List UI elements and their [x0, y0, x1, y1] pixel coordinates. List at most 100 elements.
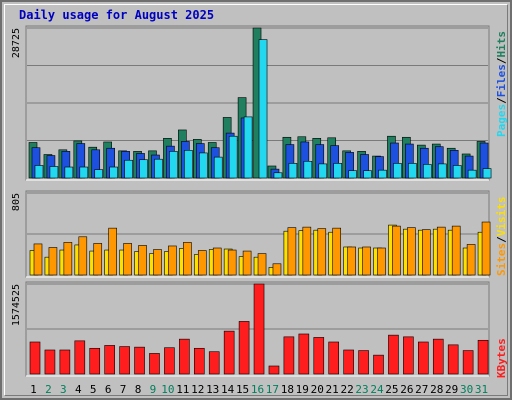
- top-bar-pages-1: [34, 165, 44, 179]
- middle-bar-sites-1: [33, 243, 43, 276]
- top-bar-pages-16: [258, 39, 268, 179]
- bottom-max-label: 1574525: [11, 284, 22, 326]
- middle-bar-sites-28: [436, 226, 446, 276]
- top-bar-pages-12: [198, 152, 208, 179]
- bottom-bar-kbytes-26: [403, 336, 414, 375]
- right-label-top: Pages/Files/Hits: [495, 31, 508, 137]
- x-tick-label-7: 7: [120, 383, 127, 396]
- bottom-bar-kbytes-3: [59, 349, 71, 375]
- x-tick-label-18: 18: [281, 383, 294, 396]
- top-bar-pages-4: [79, 166, 89, 179]
- middle-bar-sites-2: [48, 247, 58, 276]
- middle-bar-sites-18: [287, 227, 297, 276]
- bottom-bar-kbytes-30: [462, 350, 474, 375]
- middle-bar-sites-31: [481, 221, 491, 276]
- right-label-top-part-4: Hits: [495, 31, 508, 58]
- right-label-top-part-0: Pages: [495, 104, 508, 137]
- bottom-bar-kbytes-20: [313, 337, 325, 375]
- top-bar-pages-25: [393, 163, 402, 179]
- bottom-bar-kbytes-23: [358, 350, 369, 375]
- top-bar-pages-8: [139, 159, 148, 179]
- middle-bar-sites-15: [242, 250, 252, 276]
- top-bar-pages-5: [94, 169, 104, 179]
- middle-bar-sites-9: [153, 249, 162, 276]
- right-label-top-part-3: /: [495, 57, 508, 64]
- top-bar-pages-29: [452, 165, 462, 179]
- bottom-bar-kbytes-6: [104, 345, 115, 375]
- top-bar-pages-28: [437, 163, 447, 179]
- middle-bar-sites-8: [138, 245, 147, 276]
- bottom-bar-kbytes-10: [164, 347, 175, 375]
- x-tick-label-31: 31: [475, 383, 488, 396]
- bottom-bar-kbytes-29: [447, 344, 459, 375]
- top-bar-pages-2: [49, 166, 59, 179]
- x-tick-label-26: 26: [400, 383, 413, 396]
- x-tick-label-24: 24: [370, 383, 384, 396]
- top-max-label: 28725: [11, 28, 22, 58]
- middle-bar-sites-29: [451, 225, 461, 276]
- bottom-panel: 1574525: [11, 281, 490, 377]
- bottom-bar-kbytes-13: [208, 351, 220, 375]
- x-axis-labels: 1 2 3 4 5 6 7 8 9 10 11 12 13 14 15 16 17 18 19 20 21 22 23 24 2…: [30, 383, 488, 396]
- middle-bar-sites-19: [302, 226, 312, 276]
- x-tick-label-14: 14: [221, 383, 235, 396]
- bottom-bar-kbytes-4: [74, 340, 86, 375]
- bottom-bar-kbytes-28: [432, 338, 444, 375]
- right-label-middle-part-0: Sites: [495, 243, 508, 276]
- bottom-bar-kbytes-2: [44, 349, 56, 375]
- top-bar-pages-6: [109, 166, 118, 179]
- bottom-bar-kbytes-25: [388, 334, 399, 375]
- x-tick-label-1: 1: [30, 383, 37, 396]
- bottom-bar-kbytes-15: [238, 321, 250, 375]
- top-bar-pages-17: [273, 172, 283, 179]
- bottom-bar-kbytes-24: [373, 354, 384, 375]
- bottom-bar-kbytes-18: [283, 336, 295, 375]
- top-bar-pages-31: [482, 168, 492, 179]
- middle-bar-sites-3: [63, 242, 73, 276]
- x-tick-label-20: 20: [311, 383, 324, 396]
- middle-bar-sites-17: [272, 263, 282, 276]
- x-tick-label-29: 29: [445, 383, 458, 396]
- bottom-bar-kbytes-12: [193, 347, 205, 375]
- top-panel: 28725: [11, 25, 492, 181]
- top-bar-pages-30: [467, 169, 477, 179]
- bottom-bar-kbytes-17: [268, 365, 280, 375]
- bottom-bar-kbytes-5: [89, 347, 101, 375]
- middle-bar-sites-16: [257, 253, 267, 276]
- bottom-bar-kbytes-22: [343, 349, 354, 375]
- middle-bar-sites-22: [347, 246, 356, 276]
- top-bar-pages-20: [318, 163, 328, 179]
- x-tick-label-22: 22: [340, 383, 353, 396]
- top-bar-pages-19: [303, 160, 313, 179]
- x-tick-label-23: 23: [355, 383, 368, 396]
- x-tick-label-27: 27: [415, 383, 428, 396]
- bottom-bar-kbytes-16: [253, 283, 265, 375]
- middle-bar-sites-20: [317, 228, 327, 276]
- x-tick-label-5: 5: [90, 383, 97, 396]
- middle-bar-sites-24: [377, 247, 386, 276]
- bottom-bar-kbytes-31: [477, 339, 489, 375]
- middle-bar-sites-14: [227, 249, 237, 276]
- x-tick-label-6: 6: [105, 383, 112, 396]
- middle-bar-sites-12: [197, 250, 207, 276]
- middle-bar-sites-6: [108, 227, 117, 276]
- x-tick-label-15: 15: [236, 383, 249, 396]
- right-label-bottom-part-0: KBytes: [495, 338, 508, 378]
- middle-bar-sites-10: [168, 245, 177, 276]
- top-bar-pages-13: [213, 156, 223, 179]
- top-bar-pages-3: [64, 166, 74, 179]
- bottom-bar-kbytes-1: [29, 341, 41, 375]
- middle-bar-sites-23: [362, 246, 371, 276]
- x-tick-label-9: 9: [150, 383, 157, 396]
- top-bar-pages-7: [124, 159, 133, 179]
- middle-bar-sites-25: [392, 225, 401, 276]
- top-bar-pages-14: [228, 135, 238, 179]
- middle-bar-sites-27: [422, 229, 431, 276]
- x-tick-label-8: 8: [135, 383, 142, 396]
- middle-bar-sites-11: [183, 242, 192, 276]
- bottom-bar-kbytes-14: [223, 330, 235, 375]
- x-tick-label-2: 2: [45, 383, 52, 396]
- x-tick-label-13: 13: [206, 383, 219, 396]
